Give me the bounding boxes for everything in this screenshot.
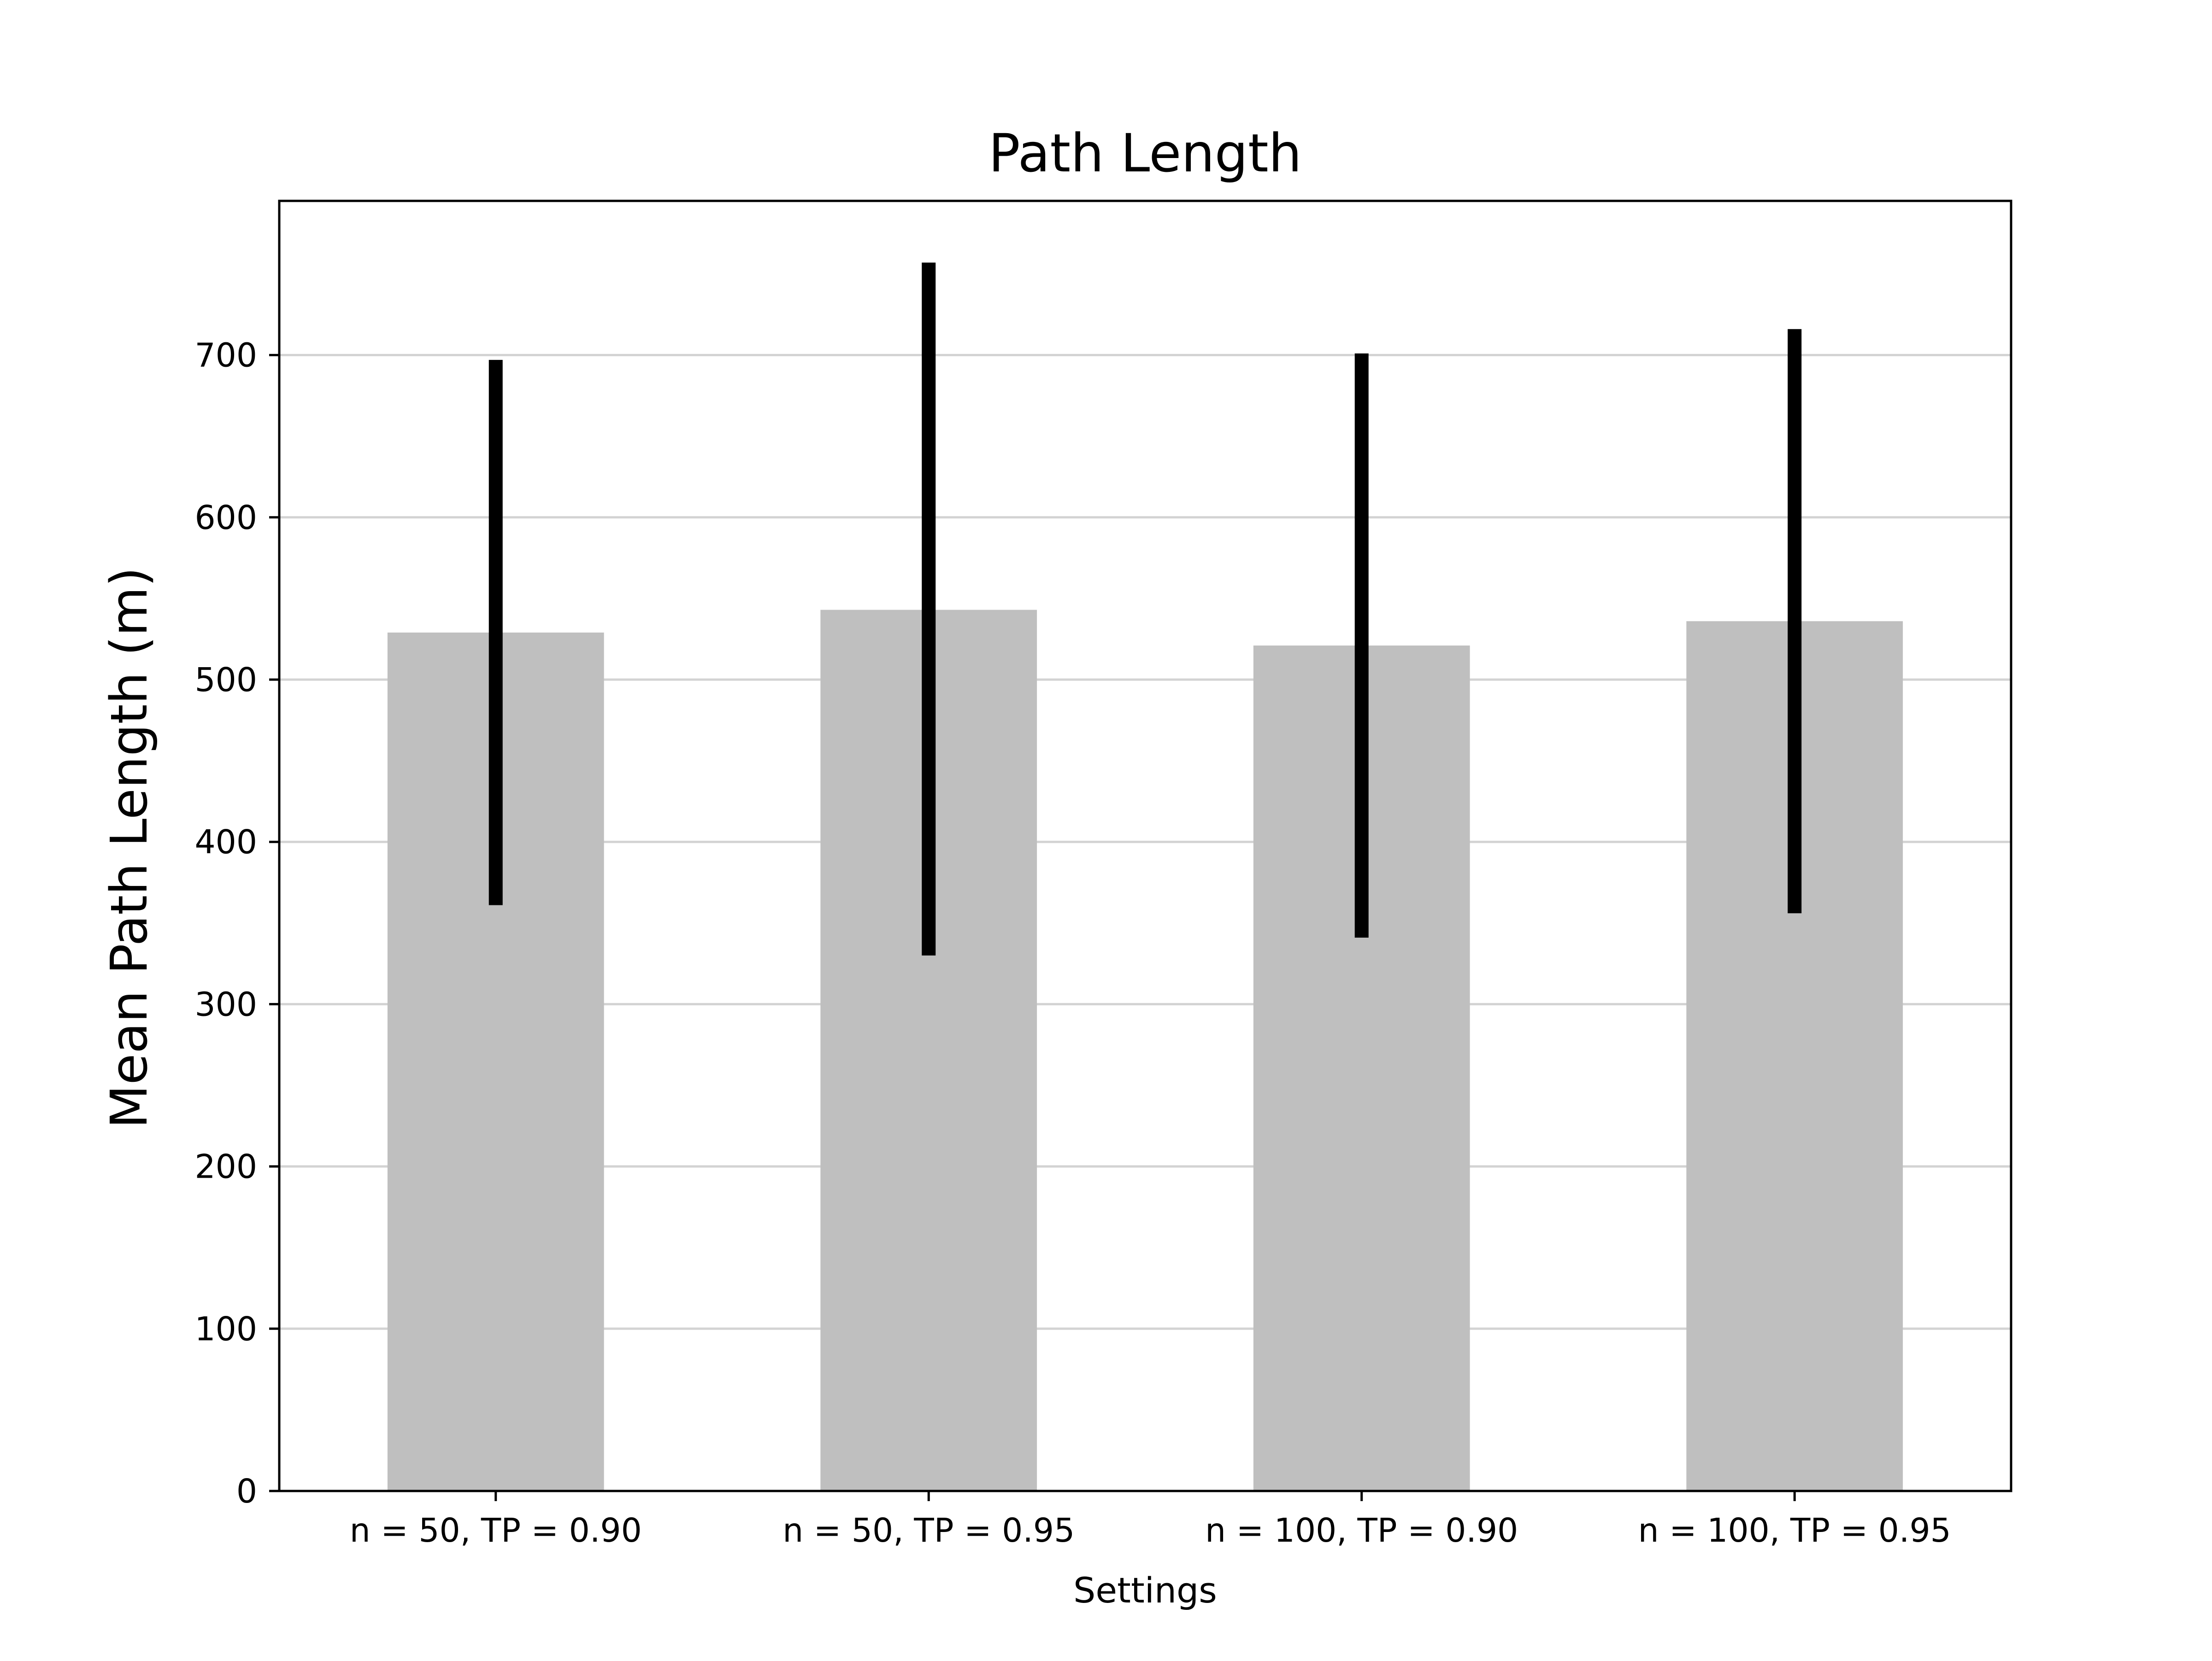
y-tick-label: 0 — [236, 1472, 257, 1510]
x-tick-label: n = 100, TP = 0.90 — [1205, 1511, 1518, 1549]
x-axis-ticks: n = 50, TP = 0.90 n = 50, TP = 0.95 n = 10… — [350, 1491, 1951, 1549]
x-axis-label: Settings — [1073, 1570, 1217, 1611]
y-tick-label: 300 — [194, 985, 257, 1023]
error-bars — [488, 262, 1802, 956]
y-tick-label: 500 — [194, 661, 257, 699]
y-axis-label: Mean Path Length (m) — [100, 567, 159, 1129]
y-axis-ticks: 0 100 200 300 400 500 600 700 — [194, 336, 279, 1510]
y-tick-label: 200 — [194, 1148, 257, 1186]
y-tick-label: 400 — [194, 823, 257, 861]
x-tick-label: n = 50, TP = 0.90 — [350, 1511, 642, 1549]
y-tick-label: 600 — [194, 499, 257, 537]
plot-frame — [278, 200, 2012, 1492]
chart-title: Path Length — [988, 123, 1302, 184]
y-tick-label: 700 — [194, 336, 257, 375]
y-tick-label: 100 — [194, 1310, 257, 1348]
x-tick-label: n = 100, TP = 0.95 — [1638, 1511, 1951, 1549]
x-tick-label: n = 50, TP = 0.95 — [782, 1511, 1075, 1549]
